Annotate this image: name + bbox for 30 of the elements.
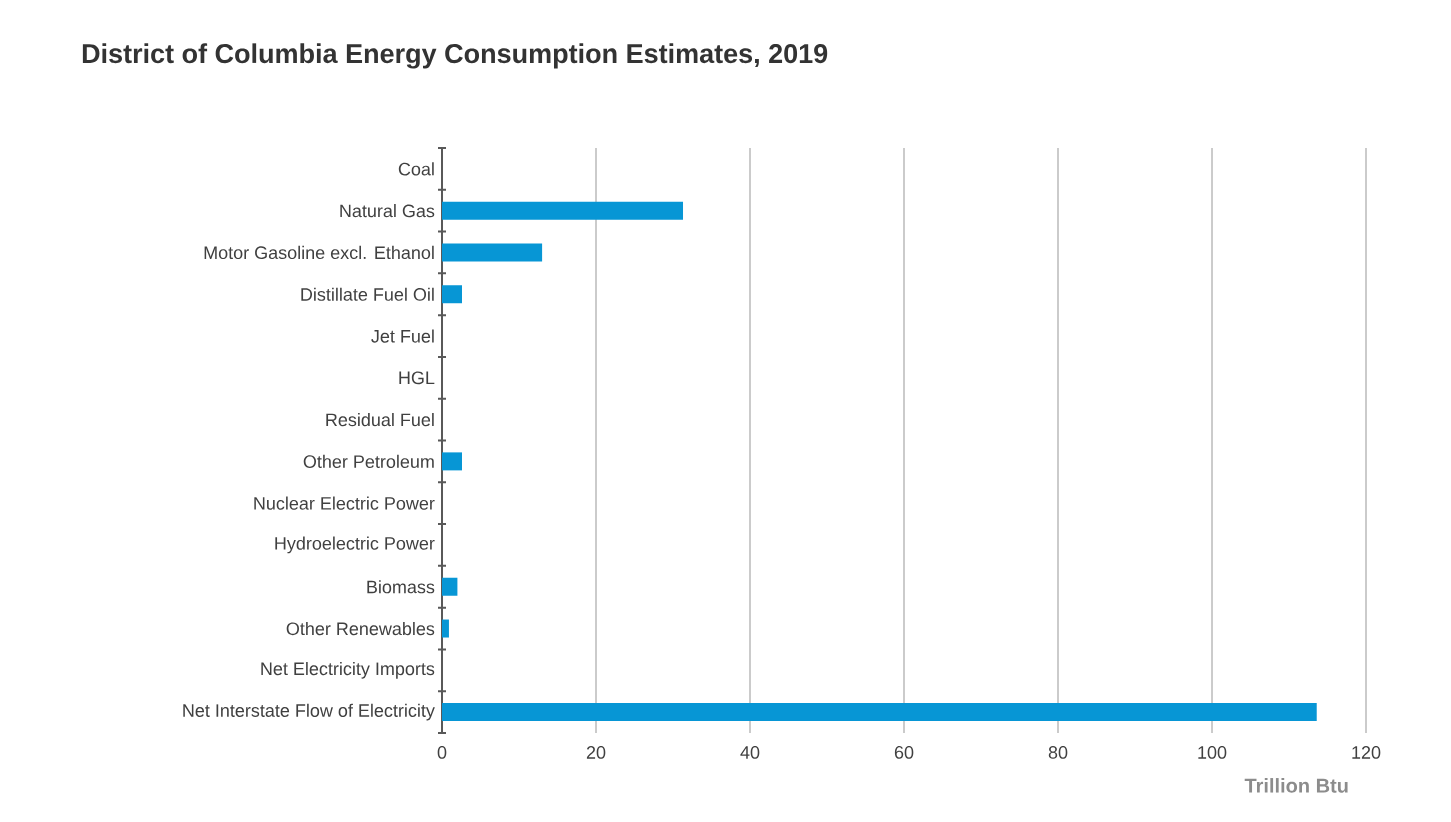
y-tick-label: HGL (399, 371, 435, 385)
y-tick-label: Hydroelectric Power (275, 536, 435, 554)
y-tick-label: Natural Gas (340, 204, 435, 218)
y-tick-label: Coal (398, 162, 434, 176)
bar (442, 452, 463, 471)
y-tick-label: Residual Fuel (326, 412, 434, 427)
chart-title: District of Columbia Energy Consumption Estimates, 2019 (82, 43, 828, 69)
y-tick-label: Net Interstate Flow of Electricity (183, 703, 435, 721)
x-tick-label: 120 (1352, 746, 1381, 759)
bar (442, 703, 1317, 722)
bar (442, 201, 684, 220)
y-tick-label: Net Electricity Imports (261, 661, 435, 679)
x-tick-label: 100 (1198, 746, 1227, 759)
x-tick-label: 60 (894, 746, 914, 759)
x-tick-label: 20 (586, 746, 606, 759)
y-tick-label: Other Petroleum (303, 454, 434, 469)
bar (442, 619, 449, 638)
y-tick-label: Other Renewables (286, 621, 435, 636)
y-tick-label: Jet Fuel (371, 329, 434, 343)
bar (442, 285, 463, 304)
bar (442, 577, 458, 596)
y-tick-label: Nuclear Electric Power (254, 496, 435, 510)
y-tick-label: Distillate Fuel Oil (301, 287, 434, 301)
x-axis-title: Trillion Btu (1244, 778, 1348, 793)
x-tick-label: 0 (437, 746, 447, 759)
y-tick-label: Biomass (367, 580, 435, 594)
x-tick-label: 40 (740, 746, 760, 759)
bar (442, 243, 543, 262)
x-tick-label: 80 (1048, 746, 1068, 759)
y-tick-label: Motor Gasoline excl. Ethanol (204, 245, 434, 260)
